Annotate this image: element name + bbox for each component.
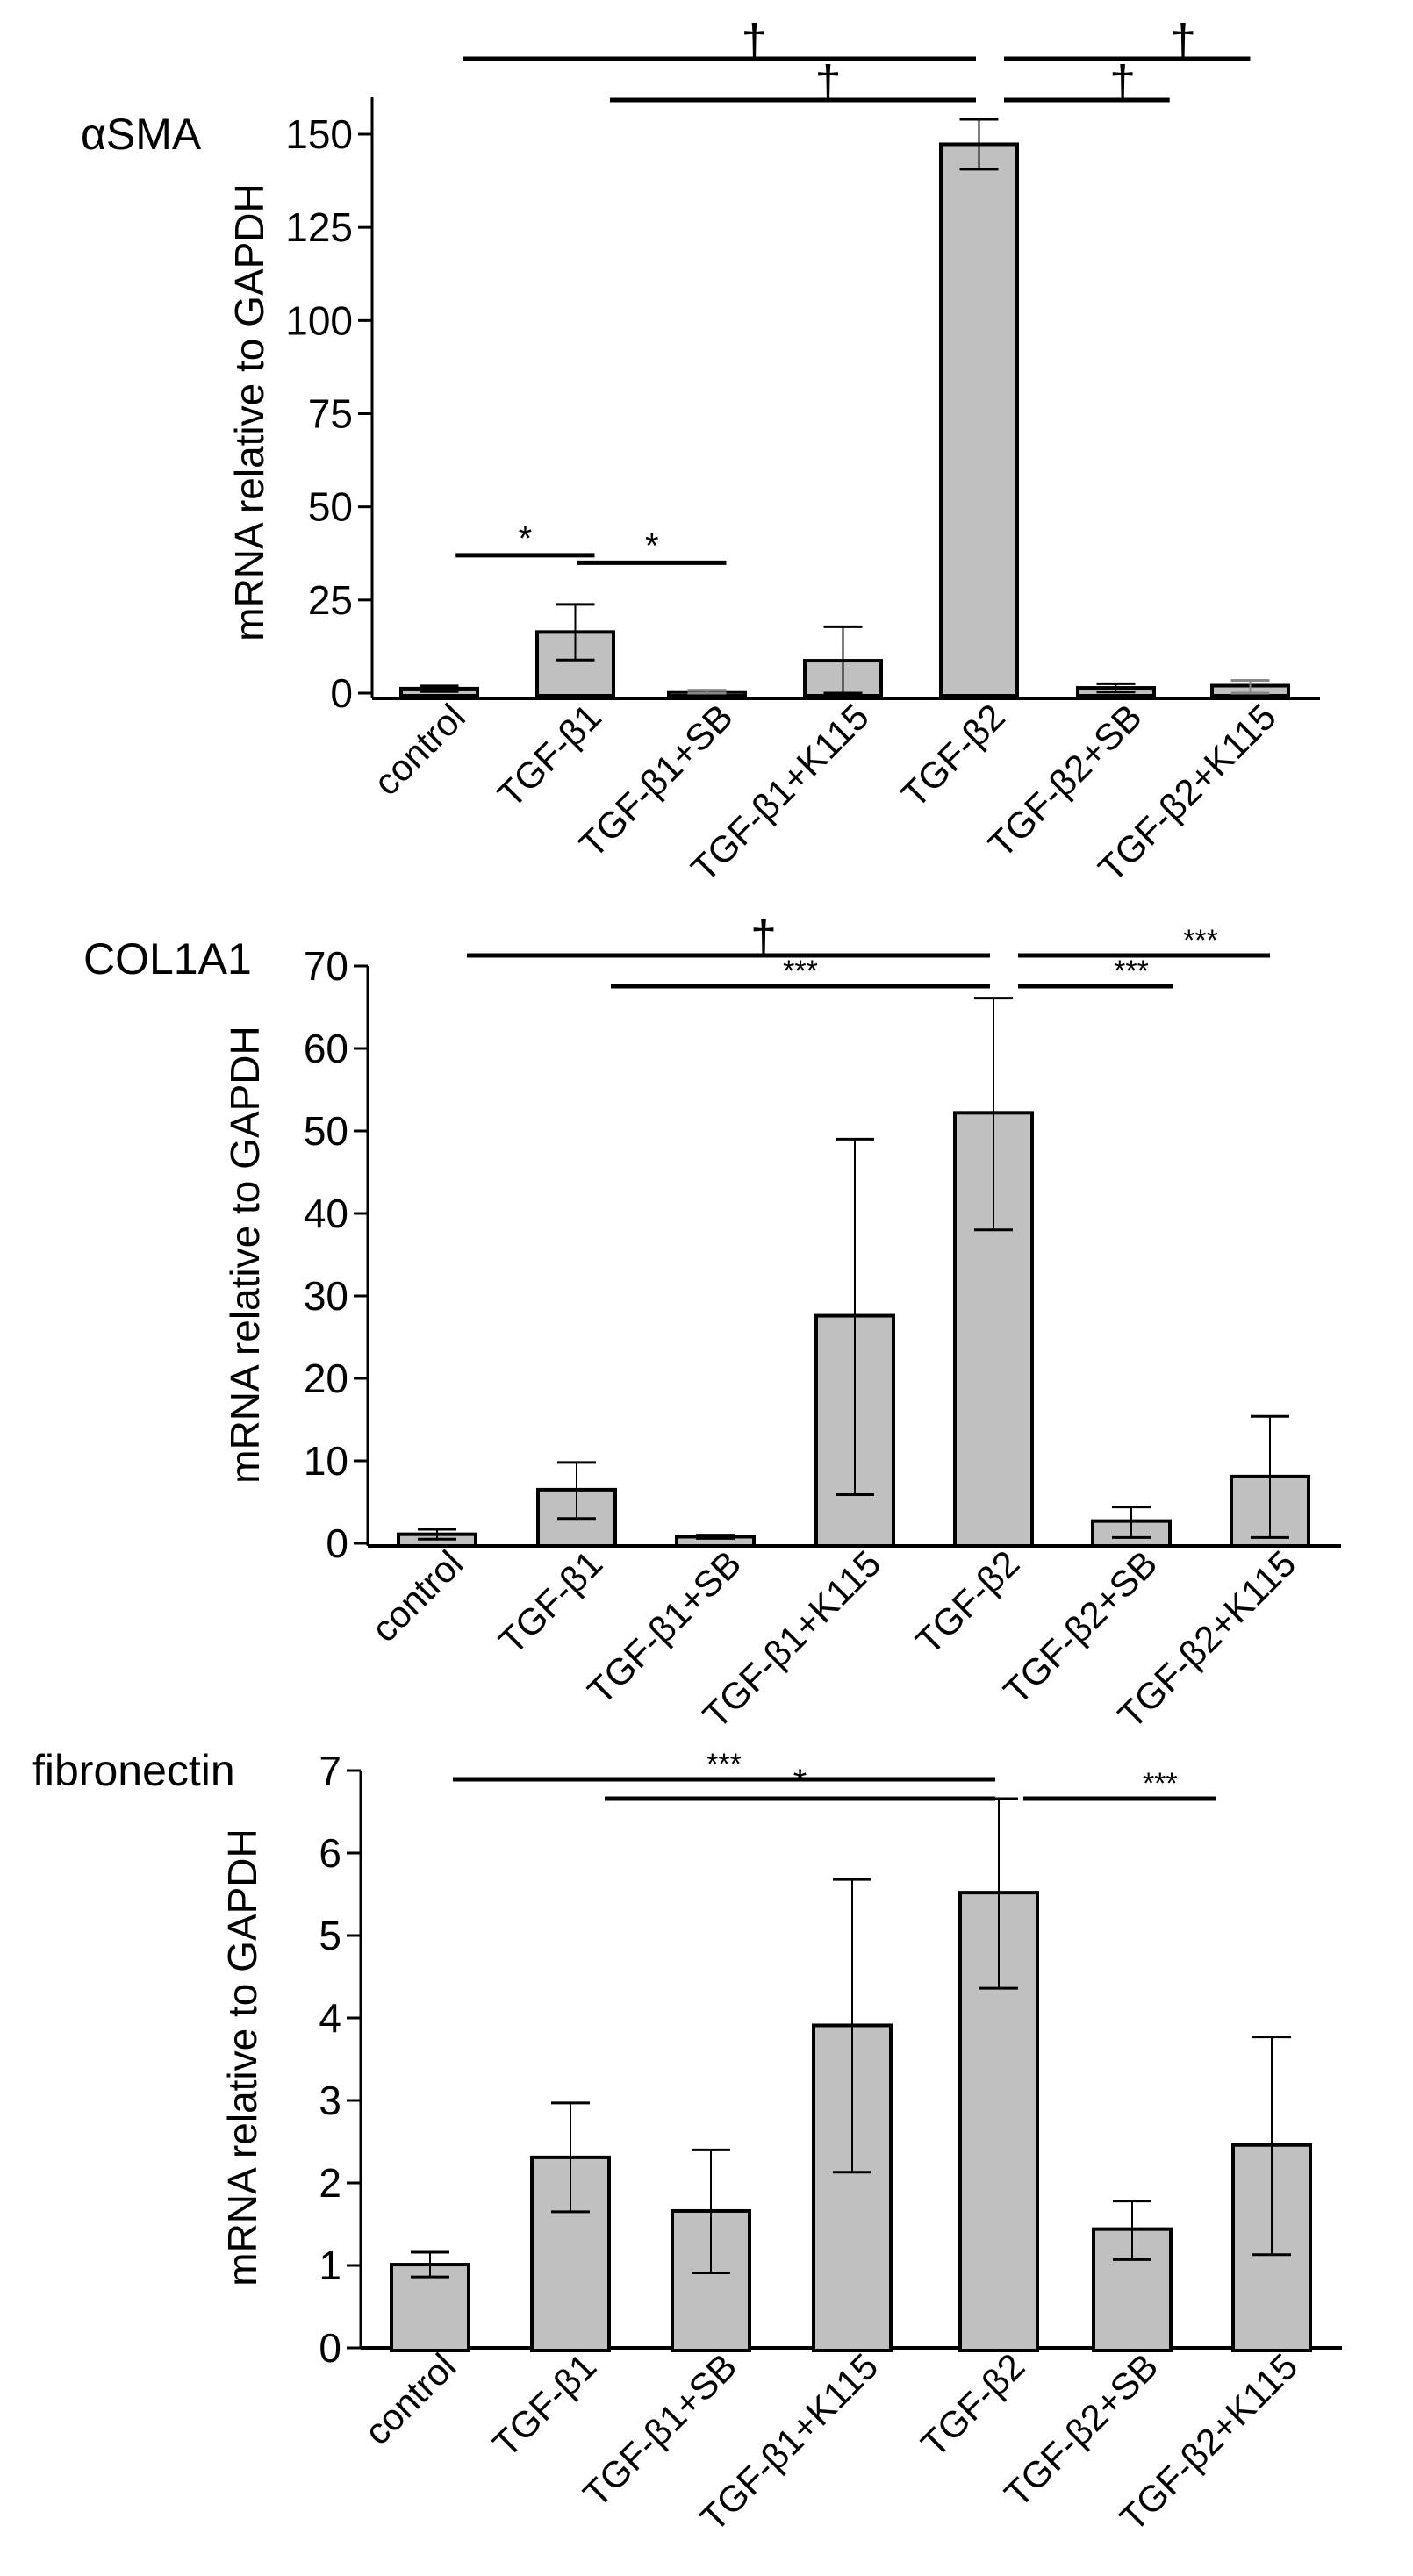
significance-label: ***: [706, 1748, 742, 1781]
x-tick-label: TGF-β2: [913, 2345, 1032, 2465]
panel-title: αSMA: [81, 110, 202, 159]
significance-label: ***: [1183, 924, 1218, 957]
significance-label: †: [1109, 56, 1136, 109]
bar: [939, 142, 1019, 698]
y-tick-label: 0: [319, 2325, 341, 2371]
y-tick-label: 150: [285, 111, 353, 157]
y-tick-label: 5: [319, 1913, 341, 1958]
significance-label: †: [750, 912, 777, 964]
y-tick-label: 0: [326, 1521, 348, 1566]
significance-label: ***: [1143, 1767, 1178, 1800]
panel-fibronectin: fibronectin mRNA relative to GAPDH 0 1 2 3 4…: [32, 1746, 1342, 2539]
x-tick-label: control: [365, 696, 472, 803]
y-tick-label: 10: [304, 1438, 348, 1484]
y-tick-label: 60: [304, 1026, 348, 1071]
y-tick-label: 125: [285, 204, 353, 250]
y-tick-label: 1: [319, 2243, 341, 2288]
y-tick-label: 40: [304, 1191, 348, 1236]
x-tick-label: TGF-β1: [491, 1542, 610, 1662]
x-tick-label: control: [363, 1542, 470, 1649]
panel-title: fibronectin: [32, 1746, 235, 1795]
y-tick-label: 75: [308, 391, 353, 437]
significance-label: †: [814, 56, 841, 109]
y-tick-label: 25: [308, 577, 353, 623]
x-tick-label: TGF-β2: [907, 1542, 1027, 1662]
significance-label: *: [793, 1763, 807, 1801]
significance-label: *: [519, 519, 533, 558]
y-tick-label: 0: [330, 670, 353, 716]
panel-title: COL1A1: [83, 934, 252, 984]
y-tick-label: 20: [304, 1356, 348, 1401]
y-tick-label: 6: [319, 1830, 341, 1876]
y-axis-label: mRNA relative to GAPDH: [219, 1828, 265, 2286]
y-tick-label: 70: [304, 943, 348, 989]
y-axis-label: mRNA relative to GAPDH: [226, 183, 272, 640]
significance-label: †: [741, 15, 767, 68]
significance-label: †: [1170, 15, 1196, 68]
x-tick-label: control: [356, 2345, 463, 2452]
y-tick-label: 100: [285, 297, 353, 343]
x-tick-label: TGF-β2: [893, 696, 1013, 815]
panel-asma: αSMA mRNA relative to GAPDH 0 25 50 75 100 12…: [81, 15, 1320, 890]
panel-col1a1: COL1A1 mRNA relative to GAPDH 0 10 20 30 40 5…: [83, 912, 1341, 1736]
y-tick-label: 50: [304, 1108, 348, 1154]
y-tick-label: 2: [319, 2160, 341, 2206]
x-tick-label: TGF-β1: [490, 696, 609, 815]
y-tick-label: 3: [319, 2078, 341, 2123]
y-tick-label: 30: [304, 1273, 348, 1319]
significance-label: *: [645, 526, 659, 565]
y-tick-label: 7: [319, 1748, 341, 1793]
x-tick-label: TGF-β1: [484, 2345, 604, 2465]
y-axis-label: mRNA relative to GAPDH: [222, 1026, 268, 1483]
significance-label: ***: [1114, 955, 1149, 988]
significance-label: ***: [783, 955, 818, 988]
y-tick-label: 50: [308, 484, 353, 530]
y-tick-label: 4: [319, 1995, 341, 2041]
